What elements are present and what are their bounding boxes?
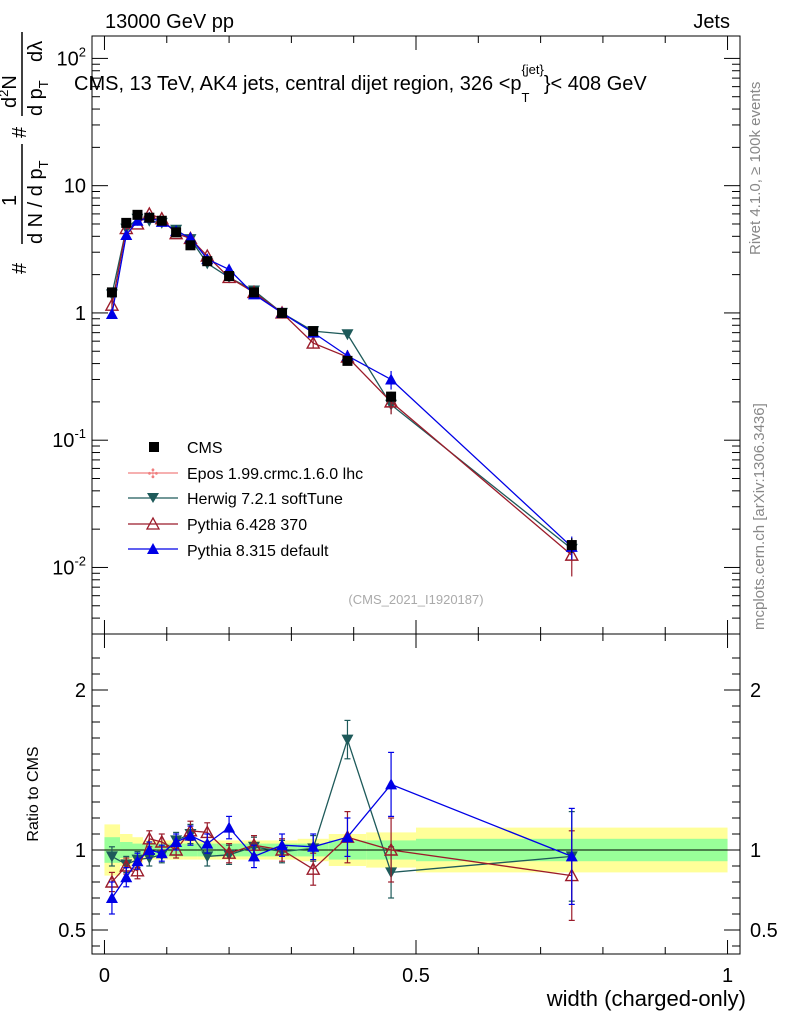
ratio-point-4 (276, 839, 289, 851)
ratio-tick-label-left: 0.5 (58, 920, 86, 942)
x-tick-label: 1 (722, 965, 733, 987)
ratio-point-4 (170, 836, 183, 847)
ratio-tick-label-left: 1 (75, 840, 86, 862)
ylabel-dN: d N / d pT (25, 160, 51, 244)
y-tick-label: 10-2 (52, 553, 86, 579)
ratio-point-4 (565, 850, 578, 862)
ratio-point-3 (383, 842, 399, 856)
series-point-0 (249, 287, 259, 298)
ylabel-hash-1: # (9, 262, 31, 274)
header-right: Jets (693, 11, 730, 33)
plot-title-main: CMS, 13 TeV, AK4 jets, central dijet reg… (74, 73, 522, 95)
y-tick-label: 102 (57, 44, 86, 70)
legend-marker-cms (149, 442, 159, 452)
legend-label-herwig: Herwig 7.2.1 softTune (187, 491, 343, 508)
ratio-tick-label-left: 2 (75, 680, 86, 702)
ratio-point-4 (143, 844, 156, 855)
ratio-y-axis-label: Ratio to CMS (25, 746, 42, 841)
ratio-point-4 (105, 892, 118, 903)
legend-marker-py6 (145, 516, 161, 530)
y-tick-label: 10-1 (52, 426, 86, 452)
ratio-point-4 (184, 829, 197, 841)
series-point-4 (184, 231, 197, 243)
series-point-0 (386, 391, 397, 402)
ylabel-dp: d pT (25, 80, 51, 116)
ylabel-dlambda: dλ (25, 41, 47, 62)
series-point-0 (566, 540, 577, 551)
ratio-tick-label-right: 1 (750, 840, 761, 862)
x-tick-label: 0 (99, 965, 110, 987)
ratio-point-3 (221, 845, 237, 859)
rivet-version-label: Rivet 4.1.0, ≥ 100k events (747, 82, 764, 255)
series-point-0 (308, 326, 319, 337)
series-point-0 (202, 256, 213, 267)
plot-title-tail: }< 408 GeV (544, 73, 648, 95)
series-point-3 (306, 335, 321, 349)
legend-label-py6: Pythia 6.428 370 (187, 517, 307, 534)
ratio-series-layer (104, 719, 579, 922)
series-point-4 (131, 214, 144, 226)
ratio-point-3 (306, 861, 321, 875)
ylabel-d2N: d2N (0, 75, 21, 108)
plot-title: CMS, 13 TeV, AK4 jets, central dijet reg… (74, 62, 647, 105)
series-point-0 (185, 240, 196, 251)
ylabel-one: 1 (0, 195, 21, 206)
ratio-point-4 (223, 821, 236, 833)
series-point-2 (341, 329, 354, 341)
mcplots-credit-label: mcplots.cern.ch [arXiv:1306.3436] (751, 403, 768, 630)
series-point-0 (132, 209, 143, 220)
series-point-3 (564, 547, 579, 561)
series-point-4 (120, 228, 133, 240)
ratio-point-2 (341, 734, 354, 746)
legend-label-cms: CMS (187, 440, 223, 457)
ratio-point-2 (201, 851, 214, 863)
ratio-tick-label-right: 2 (750, 680, 761, 702)
legend-label-py8: Pythia 8.315 default (187, 543, 329, 560)
legend-marker-herwig (147, 493, 159, 503)
series-point-0 (106, 287, 117, 298)
legend: CMS ✣ Epos 1.99.crmc.1.6.0 lhc Herwig 7.… (128, 440, 363, 560)
analysis-id-watermark: (CMS_2021_I1920187) (348, 592, 483, 607)
series-layer (104, 206, 579, 577)
series-point-0 (171, 227, 182, 238)
legend-label-epos: Epos 1.99.crmc.1.6.0 lhc (187, 466, 363, 483)
y-tick-label: 1 (75, 303, 86, 325)
axis-ticks: 0 0.5 1 10-2 10-1 1 10 102 0.5 0.5 1 1 2 2 (52, 36, 778, 987)
ratio-point-4 (131, 855, 144, 867)
ratio-tick-label-right: 0.5 (750, 920, 778, 942)
legend-marker-epos: ✣ (148, 466, 159, 481)
series-point-0 (277, 307, 288, 318)
ratio-point-4 (201, 837, 214, 849)
series-point-0 (156, 215, 167, 226)
series-point-4 (105, 308, 118, 320)
plot-title-sub: T (522, 90, 530, 105)
ratio-point-2 (105, 851, 118, 863)
x-axis-label: width (charged-only) (546, 986, 746, 1011)
ratio-point-3 (130, 863, 145, 877)
ylabel-hash-2: # (9, 126, 31, 138)
series-point-0 (144, 212, 155, 223)
y-tick-label: 10 (64, 176, 86, 198)
ratio-point-4 (155, 847, 168, 859)
ratio-point-4 (341, 831, 354, 843)
y-axis-label: # 1 d N / d pT # d2N d pT dλ (0, 32, 51, 274)
ratio-point-4 (307, 840, 320, 852)
ratio-point-4 (120, 871, 133, 883)
series-point-4 (385, 373, 398, 385)
ratio-point-4 (248, 850, 260, 862)
legend-marker-py8 (147, 543, 159, 554)
series-point-0 (342, 355, 353, 366)
series-point-0 (121, 217, 132, 228)
x-tick-label: 0.5 (402, 965, 430, 987)
ratio-point-4 (385, 778, 398, 790)
plot-title-sup: {jet} (521, 62, 544, 77)
series-point-0 (224, 271, 235, 282)
header-left: 13000 GeV pp (105, 11, 234, 33)
